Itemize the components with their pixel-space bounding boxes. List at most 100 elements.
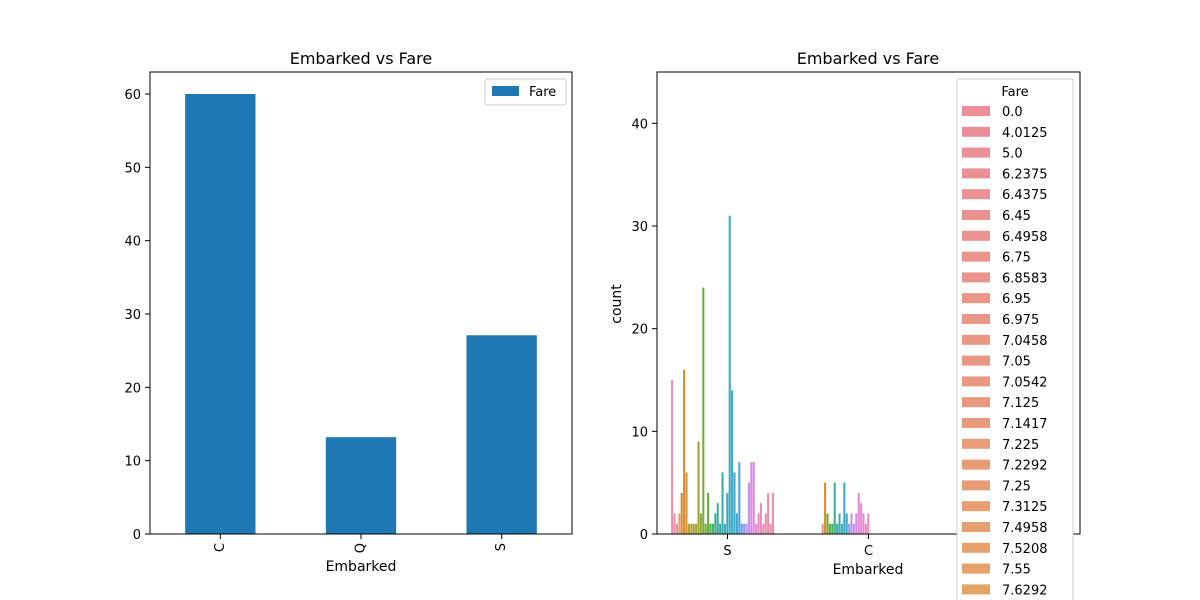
right-legend-swatch [962,522,990,532]
right-legend-swatch [962,106,990,116]
right-bar-C [840,523,843,534]
right-bars [671,215,1035,534]
right-legend-swatch [962,272,990,283]
right-y-tick-label: 0 [640,528,648,543]
right-legend-swatch [962,459,990,470]
right-legend-swatch [962,314,990,324]
left-bar-S [466,335,537,534]
right-y-tick-label: 40 [631,117,648,132]
right-legend-label: 7.25 [1002,479,1031,494]
right-legend-label: 7.2292 [1002,459,1048,474]
right-bar-S [671,380,674,534]
right-legend-swatch [962,230,990,241]
left-chart-title: Embarked vs Fare [290,49,433,68]
right-legend-label: 0.0 [1002,105,1023,120]
right-legend-swatch [962,501,990,512]
left-y-tick-label: 40 [124,235,141,250]
right-bar-S [767,492,770,534]
right-legend-label: 6.8583 [1002,271,1048,286]
right-y-tick-label: 30 [631,220,648,235]
right-bar-S [726,492,729,534]
right-legend-label: 7.3125 [1002,500,1048,515]
right-x-axis-label: Embarked [833,562,904,578]
right-x-tick-label: S [723,544,731,559]
right-legend-swatch [962,147,990,158]
right-legend: Fare 0.0 4.0125 5.0 6.2375 6.4375 6.45 6.4958 6… [956,78,1074,600]
right-bar-S [697,441,700,534]
right-bar-C [831,523,834,534]
left-plot-frame [149,71,573,535]
right-bar-S [764,513,767,534]
right-chart-title: Embarked vs Fare [797,49,940,68]
right-bar-S [711,523,714,534]
right-bar-C [850,513,853,534]
right-bar-S [759,503,762,534]
right-bar-S [723,523,726,534]
left-y-axis-ticks: 0 10 20 30 40 50 60 [124,88,150,543]
right-bar-S [735,513,738,534]
right-bar-C [867,513,870,534]
right-legend-label: 7.125 [1002,396,1039,411]
right-legend-swatch [962,584,990,595]
right-legend-swatch [962,168,990,179]
right-legend-label: 6.4958 [1002,230,1048,245]
right-legend-label: 7.6292 [1002,583,1048,598]
right-legend-label: 7.55 [1002,563,1031,578]
left-legend-label: Fare [529,85,556,100]
right-legend-swatch [962,376,990,387]
right-bar-S [673,513,676,534]
right-bar-S [704,523,707,534]
left-x-tick-label: Q [354,543,369,553]
right-bar-S [685,472,688,534]
right-legend-swatch [962,563,990,574]
right-bar-C [864,523,867,534]
left-x-tick-label: S [494,543,509,551]
right-legend-swatch [962,542,990,553]
left-y-tick-label: 30 [124,308,141,323]
right-bar-C [828,523,831,534]
left-x-axis-label: Embarked [326,559,397,575]
right-bar-S [719,523,722,534]
right-legend-swatch [962,438,990,449]
right-y-axis-ticks: 0 10 20 30 40 [631,117,657,543]
right-y-tick-label: 20 [631,323,648,338]
right-bar-S [683,369,686,534]
right-bar-S [702,287,705,534]
right-bar-C [824,482,827,534]
right-bar-S [690,523,693,534]
right-bar-S [740,523,743,534]
right-bar-C [862,513,865,534]
right-bar-S [709,523,712,534]
right-bar-S [738,462,741,534]
right-bar-C [857,492,860,534]
left-x-tick-label: C [213,543,228,552]
left-bars [185,94,537,534]
right-legend-label: 7.225 [1002,438,1039,453]
right-plot-frame [656,71,1081,535]
right-bar-S [757,513,760,534]
right-legend-entries: 0.0 4.0125 5.0 6.2375 6.4375 6.45 6.4958 6.75 6.… [962,105,1048,598]
right-legend-swatch [962,189,990,200]
right-legend-label: 7.4958 [1002,521,1048,536]
right-legend-swatch [962,126,990,137]
right-legend-label: 7.0458 [1002,334,1048,349]
right-legend-swatch [962,293,990,304]
right-bar-S [675,523,678,534]
right-legend-label: 5.0 [1002,147,1023,162]
right-legend-label: 4.0125 [1002,126,1048,141]
right-bar-S [716,503,719,534]
right-bar-S [752,462,755,534]
right-bar-S [750,462,753,534]
left-y-tick-label: 50 [124,161,141,176]
left-y-tick-label: 10 [124,455,141,470]
right-legend-swatch [962,251,990,262]
right-bar-S [695,523,698,534]
left-legend: Fare [484,78,567,106]
right-bar-C [848,523,851,534]
right-bar-S [680,492,683,534]
right-bar-S [699,513,702,534]
right-bar-C [852,523,855,534]
